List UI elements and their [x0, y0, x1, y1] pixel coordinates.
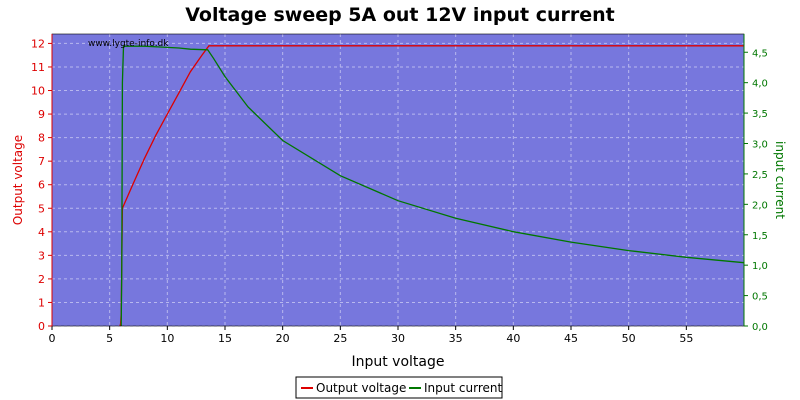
x-tick-label: 45 [564, 332, 578, 345]
y-left-tick-label: 2 [38, 273, 45, 286]
x-tick-label: 20 [276, 332, 290, 345]
y-left-tick-label: 5 [38, 202, 45, 215]
series-layer [119, 45, 745, 327]
y-left-tick-label: 11 [31, 61, 45, 74]
y-left-tick-label: 1 [38, 296, 45, 309]
x-tick-label: 15 [218, 332, 232, 345]
y-axis-left-label: Output voltage [11, 135, 25, 225]
x-tick-label: 55 [679, 332, 693, 345]
y-left-tick-label: 6 [38, 179, 45, 192]
chart-title: Voltage sweep 5A out 12V input current [185, 4, 615, 26]
y-left-tick-label: 4 [38, 226, 45, 239]
x-tick-label: 25 [333, 332, 347, 345]
y-right-tick-label: 3,5 [752, 109, 768, 120]
legend-item-input-current: Input current [424, 381, 502, 395]
legend-item-output-voltage: Output voltage [316, 381, 406, 395]
y-left-tick-label: 7 [38, 155, 45, 168]
y-left-tick-label: 10 [31, 85, 45, 98]
y-right-tick-label: 2,0 [752, 200, 768, 211]
x-tick-label: 50 [622, 332, 636, 345]
x-axis-label: Input voltage [351, 354, 444, 370]
legend-box [295, 376, 503, 399]
x-tick-label: 0 [49, 332, 56, 345]
y-left-tick-label: 8 [38, 132, 45, 145]
y-right-tick-label: 0,0 [752, 322, 768, 333]
legend: Output voltage Input current [295, 376, 503, 399]
y-right-tick-label: 1,5 [752, 231, 768, 242]
y-right-tick-label: 4,0 [752, 79, 768, 90]
y-axis-right-label: input current [773, 141, 787, 219]
y-right-tick-label: 0,5 [752, 292, 768, 303]
y-right-tick-label: 1,0 [752, 261, 768, 272]
y-right-tick-label: 3,0 [752, 140, 768, 151]
watermark: www.lygte-info.dk [88, 39, 169, 49]
y-left-tick-label: 3 [38, 249, 45, 262]
tick-labels: 0 5 10 15 20 25 30 35 40 45 50 5501234567891011120,… [31, 37, 768, 345]
y-left-tick-label: 12 [31, 37, 45, 50]
y-left-tick-label: 9 [38, 108, 45, 121]
x-tick-label: 40 [506, 332, 520, 345]
x-tick-label: 10 [160, 332, 174, 345]
y-right-tick-label: 4,5 [752, 48, 768, 59]
x-tick-label: 5 [106, 332, 113, 345]
y-right-tick-label: 2,5 [752, 170, 768, 181]
x-tick-label: 35 [449, 332, 463, 345]
y-left-tick-label: 0 [38, 320, 45, 333]
x-tick-label: 30 [391, 332, 405, 345]
series-line-input-current [120, 45, 745, 327]
